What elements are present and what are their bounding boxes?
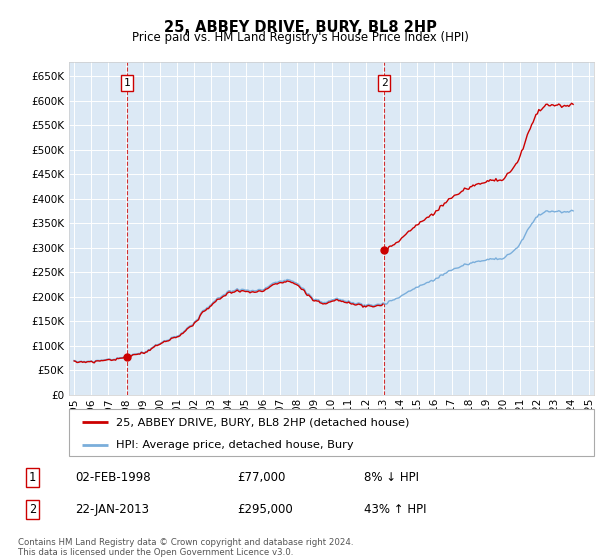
Text: HPI: Average price, detached house, Bury: HPI: Average price, detached house, Bury bbox=[116, 440, 354, 450]
Text: £77,000: £77,000 bbox=[237, 471, 285, 484]
Text: £295,000: £295,000 bbox=[237, 503, 293, 516]
Text: Contains HM Land Registry data © Crown copyright and database right 2024.
This d: Contains HM Land Registry data © Crown c… bbox=[18, 538, 353, 557]
Text: 1: 1 bbox=[124, 78, 131, 88]
Text: Price paid vs. HM Land Registry's House Price Index (HPI): Price paid vs. HM Land Registry's House … bbox=[131, 31, 469, 44]
Text: 2: 2 bbox=[29, 503, 36, 516]
Text: 25, ABBEY DRIVE, BURY, BL8 2HP: 25, ABBEY DRIVE, BURY, BL8 2HP bbox=[164, 20, 436, 35]
Text: 8% ↓ HPI: 8% ↓ HPI bbox=[364, 471, 419, 484]
FancyBboxPatch shape bbox=[69, 409, 594, 456]
Text: 43% ↑ HPI: 43% ↑ HPI bbox=[364, 503, 426, 516]
Text: 02-FEB-1998: 02-FEB-1998 bbox=[76, 471, 151, 484]
Text: 2: 2 bbox=[380, 78, 388, 88]
Text: 25, ABBEY DRIVE, BURY, BL8 2HP (detached house): 25, ABBEY DRIVE, BURY, BL8 2HP (detached… bbox=[116, 417, 410, 427]
Text: 1: 1 bbox=[29, 471, 36, 484]
Text: 22-JAN-2013: 22-JAN-2013 bbox=[76, 503, 149, 516]
